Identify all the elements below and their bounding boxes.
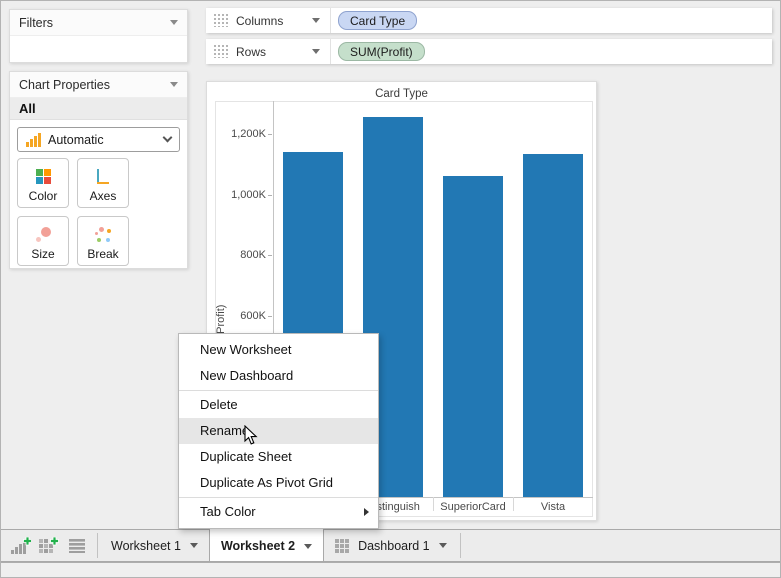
columns-pill-card-type[interactable]: Card Type xyxy=(338,11,418,30)
y-tick-mark xyxy=(268,255,272,256)
sheet-list-button[interactable] xyxy=(67,535,89,557)
add-dashboard-icon xyxy=(38,536,59,553)
chevron-down-icon xyxy=(162,132,173,143)
x-category-separator xyxy=(513,497,514,511)
rows-pill-label: SUM(Profit) xyxy=(350,44,413,59)
tab-worksheet-1[interactable]: Worksheet 1 xyxy=(100,530,209,561)
tab-bar-divider xyxy=(97,533,98,558)
menu-item-rename[interactable]: Rename xyxy=(179,418,378,444)
axes-button[interactable]: Axes xyxy=(77,158,129,208)
rows-shelf: Rows SUM(Profit) xyxy=(206,39,772,64)
tab-worksheet-2-label: Worksheet 2 xyxy=(220,539,296,553)
x-category-label: Distinguish xyxy=(366,501,420,513)
chart-type-icon xyxy=(26,132,41,147)
filters-header[interactable]: Filters xyxy=(10,10,187,36)
menu-item-tab-color[interactable]: Tab Color xyxy=(179,499,378,525)
menu-item-new-worksheet[interactable]: New Worksheet xyxy=(200,342,292,357)
mouse-cursor-icon xyxy=(244,425,258,445)
size-button-label: Size xyxy=(31,247,55,261)
sheet-context-menu: New Worksheet New Dashboard Delete Renam… xyxy=(178,333,379,529)
menu-item-duplicate-as-pivot-grid[interactable]: Duplicate As Pivot Grid xyxy=(200,475,333,490)
tab-menu-chevron-icon[interactable] xyxy=(189,543,198,548)
chart-properties-panel: Chart Properties All Automatic Color xyxy=(9,71,188,269)
color-icon xyxy=(35,169,51,185)
color-button-label: Color xyxy=(28,189,58,203)
axes-button-label: Axes xyxy=(89,189,117,203)
columns-shelf: Columns Card Type xyxy=(206,8,772,33)
y-tick-label: 600K xyxy=(240,309,266,322)
size-icon xyxy=(35,227,51,243)
y-tick-mark xyxy=(268,315,272,317)
tab-worksheet-2[interactable]: Worksheet 2 xyxy=(208,528,325,561)
break-button[interactable]: Break xyxy=(77,216,129,266)
menu-separator xyxy=(179,497,378,498)
tab-bar-divider xyxy=(459,533,461,558)
tab-dashboard-1-label: Dashboard 1 xyxy=(358,538,430,553)
columns-shelf-header[interactable]: Columns xyxy=(206,8,331,33)
scope-label: All xyxy=(19,101,36,116)
dashboard-grid-icon xyxy=(335,538,350,553)
tab-menu-chevron-icon[interactable] xyxy=(304,543,313,549)
tab-menu-chevron-icon[interactable] xyxy=(438,543,447,548)
x-category-separator xyxy=(433,497,434,511)
menu-item-delete[interactable]: Delete xyxy=(200,397,238,412)
axes-icon xyxy=(95,169,111,185)
add-worksheet-icon xyxy=(10,536,31,554)
tab-bar-actions xyxy=(1,530,95,561)
chart-properties-title: Chart Properties xyxy=(19,77,111,92)
columns-label: Columns xyxy=(236,13,284,28)
collapse-chevron-icon[interactable] xyxy=(170,20,178,25)
color-button[interactable]: Color xyxy=(17,158,69,208)
sheet-tab-bar: Worksheet 1 Worksheet 2 Dashboard 1 xyxy=(1,528,780,562)
filters-title: Filters xyxy=(19,15,54,30)
collapse-chevron-icon[interactable] xyxy=(170,82,178,87)
break-button-label: Break xyxy=(87,247,119,261)
chart-type-value: Automatic xyxy=(48,132,104,147)
x-category-label: SuperiorCard xyxy=(440,501,506,513)
rows-menu-chevron-icon[interactable] xyxy=(312,49,320,54)
sheet-list-icon xyxy=(69,539,85,553)
property-buttons: Color Axes Size xyxy=(10,156,187,268)
plot-frame xyxy=(215,101,593,517)
x-category-label: Vista xyxy=(540,501,566,513)
rows-pill-sum-profit[interactable]: SUM(Profit) xyxy=(338,42,425,61)
rows-icon xyxy=(214,45,228,58)
filters-panel: Filters xyxy=(9,9,188,63)
tab-dashboard-1[interactable]: Dashboard 1 xyxy=(324,530,458,561)
chart-properties-header[interactable]: Chart Properties xyxy=(10,72,187,98)
submenu-arrow-icon xyxy=(364,508,369,516)
size-button[interactable]: Size xyxy=(17,216,69,266)
status-bar xyxy=(1,562,780,577)
add-dashboard-button[interactable] xyxy=(38,535,60,557)
menu-item-new-dashboard[interactable]: New Dashboard xyxy=(200,368,294,383)
y-tick-mark xyxy=(268,194,272,196)
bar[interactable] xyxy=(523,154,583,497)
bar[interactable] xyxy=(443,176,503,497)
chart-title: Card Type xyxy=(375,88,428,100)
menu-separator xyxy=(179,390,378,391)
y-tick-label: 1,000K xyxy=(231,188,266,201)
tab-worksheet-1-label: Worksheet 1 xyxy=(111,538,181,553)
y-tick-mark xyxy=(268,134,272,135)
y-tick-label: 800K xyxy=(240,249,266,261)
columns-pill-label: Card Type xyxy=(350,13,406,28)
columns-menu-chevron-icon[interactable] xyxy=(312,18,320,23)
break-icon xyxy=(95,227,111,243)
y-axis-line xyxy=(273,101,274,498)
chart-type-dropdown[interactable]: Automatic xyxy=(17,127,180,152)
menu-item-duplicate-sheet[interactable]: Duplicate Sheet xyxy=(200,449,292,464)
menu-item-tab-color-label: Tab Color xyxy=(200,504,256,519)
columns-icon xyxy=(214,14,228,27)
y-tick-label: 1,200K xyxy=(231,128,266,140)
rows-label: Rows xyxy=(236,44,267,59)
add-worksheet-button[interactable] xyxy=(9,535,31,557)
scope-row: All xyxy=(10,98,187,120)
rows-shelf-header[interactable]: Rows xyxy=(206,39,331,64)
